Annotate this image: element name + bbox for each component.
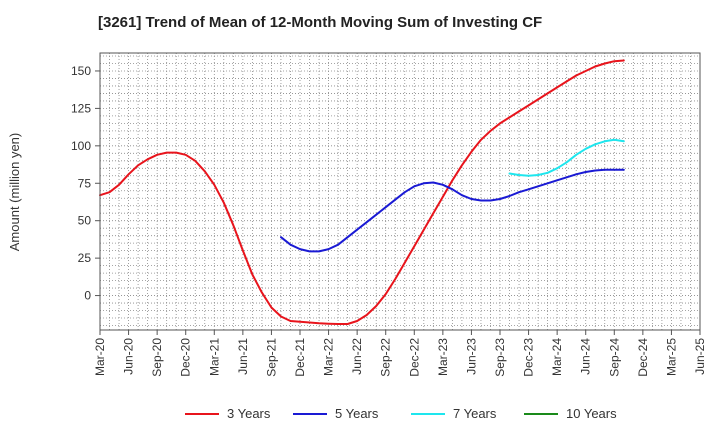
x-tick-label: Mar-23 [436, 338, 450, 376]
y-tick-label: 125 [71, 101, 91, 115]
x-tick-label: Sep-22 [379, 338, 393, 377]
x-tick-label: Sep-20 [150, 338, 164, 377]
y-axis-title: Amount (million yen) [7, 133, 22, 252]
plot-area [100, 53, 700, 330]
x-tick-label: Mar-25 [664, 338, 678, 376]
legend-label: 3 Years [227, 406, 271, 421]
legend-swatch [524, 412, 558, 415]
x-tick-label: Jun-22 [350, 338, 364, 375]
legend-label: 10 Years [566, 406, 617, 421]
plot-border [99, 52, 701, 331]
y-tick-label: 25 [78, 251, 92, 265]
legend-swatch [185, 412, 219, 415]
legend: 3 Years 5 Years 7 Years 10 Years [0, 406, 720, 426]
legend-item-5-years: 5 Years [293, 406, 378, 421]
x-tick-label: Dec-20 [179, 338, 193, 377]
legend-swatch [411, 412, 445, 415]
x-tick-label: Dec-24 [636, 338, 650, 377]
y-axis: 0 25 50 75 100 125 150 [71, 64, 100, 303]
x-tick-label: Jun-25 [693, 338, 707, 375]
legend-label: 7 Years [453, 406, 497, 421]
x-tick-label: Jun-21 [236, 338, 250, 375]
x-tick-label: Dec-21 [293, 338, 307, 377]
x-tick-label: Mar-21 [207, 338, 221, 376]
x-tick-label: Sep-24 [607, 338, 621, 377]
x-tick-label: Mar-20 [93, 338, 107, 376]
series-line-3-years [99, 59, 625, 325]
legend-item-10-years: 10 Years [524, 406, 617, 421]
y-tick-label: 75 [78, 176, 92, 190]
y-tick-label: 100 [71, 139, 91, 153]
series-layer [99, 59, 625, 325]
x-tick-label: Jun-20 [122, 338, 136, 375]
x-tick-label: Dec-22 [407, 338, 421, 377]
x-tick-label: Mar-24 [550, 338, 564, 376]
x-axis: Mar-20 Jun-20 Sep-20 Dec-20 Mar-21 Jun-21 Sep-… [93, 330, 707, 377]
x-tick-label: Mar-22 [322, 338, 336, 376]
grid [100, 53, 700, 330]
x-tick-label: Sep-23 [493, 338, 507, 377]
legend-label: 5 Years [335, 406, 379, 421]
y-tick-label: 0 [84, 289, 91, 303]
x-tick-label: Dec-23 [522, 338, 536, 377]
y-tick-label: 150 [71, 64, 91, 78]
series-line-5-years [280, 168, 625, 253]
legend-swatch [293, 412, 327, 415]
series-line-7-years [508, 138, 625, 177]
x-tick-label: Jun-24 [579, 338, 593, 375]
legend-item-3-years: 3 Years [185, 406, 270, 421]
y-tick-label: 50 [78, 214, 92, 228]
x-tick-label: Sep-21 [264, 338, 278, 377]
legend-item-7-years: 7 Years [411, 406, 496, 421]
x-tick-label: Jun-23 [464, 338, 478, 375]
chart-title: [3261] Trend of Mean of 12-Month Moving … [98, 14, 543, 31]
